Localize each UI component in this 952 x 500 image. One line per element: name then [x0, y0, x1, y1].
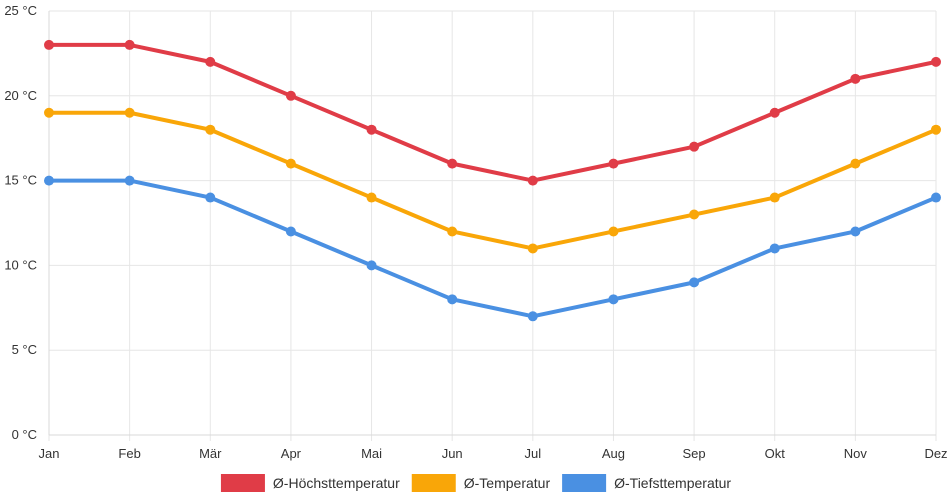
data-point[interactable] — [124, 39, 135, 50]
data-point[interactable] — [527, 311, 538, 322]
x-tick-label: Dez — [924, 446, 947, 461]
data-point[interactable] — [366, 260, 377, 271]
data-point[interactable] — [931, 124, 941, 135]
x-tick-label: Mär — [199, 446, 222, 461]
legend-swatch — [562, 474, 607, 492]
x-tick-label: Nov — [844, 446, 868, 461]
legend-item[interactable]: Ø-Temperatur — [411, 474, 551, 492]
data-point[interactable] — [931, 56, 941, 67]
legend-item[interactable]: Ø-Tiefsttemperatur — [562, 474, 731, 492]
x-tick-label: Okt — [765, 446, 786, 461]
data-point[interactable] — [285, 226, 296, 237]
x-tick-label: Sep — [683, 446, 706, 461]
y-tick-label: 5 °C — [12, 342, 37, 357]
series-line — [47, 110, 938, 251]
data-point[interactable] — [769, 243, 780, 254]
data-point[interactable] — [205, 56, 216, 67]
series-line — [47, 42, 938, 183]
data-point[interactable] — [447, 294, 458, 305]
legend-label: Ø-Temperatur — [464, 475, 551, 491]
data-point[interactable] — [124, 175, 135, 186]
data-point[interactable] — [608, 158, 619, 169]
data-point[interactable] — [124, 107, 135, 118]
data-point[interactable] — [689, 277, 700, 288]
legend: Ø-Höchsttemperatur Ø-Temperatur Ø-Tiefstte… — [220, 474, 731, 492]
y-tick-label: 20 °C — [4, 88, 37, 103]
data-point[interactable] — [205, 124, 216, 135]
data-point[interactable] — [850, 158, 861, 169]
grid — [48, 10, 937, 441]
data-point[interactable] — [366, 192, 377, 203]
y-tick-label: 0 °C — [12, 427, 37, 442]
legend-swatch — [220, 474, 265, 492]
series-2 — [44, 175, 941, 322]
data-point[interactable] — [527, 175, 538, 186]
data-point[interactable] — [447, 158, 458, 169]
data-point[interactable] — [769, 192, 780, 203]
legend-label: Ø-Tiefsttemperatur — [614, 475, 731, 491]
axes: 0 °C 5 °C 10 °C 15 °C 20 °C 25 °C Jan Feb Mär Apr… — [4, 3, 947, 461]
y-tick-label: 15 °C — [4, 173, 37, 188]
data-point[interactable] — [689, 141, 700, 152]
x-tick-label: Mai — [361, 446, 382, 461]
data-point[interactable] — [285, 90, 296, 101]
data-point[interactable] — [689, 209, 700, 220]
series-group — [44, 39, 941, 322]
legend-label: Ø-Höchsttemperatur — [273, 475, 400, 491]
y-tick-label: 10 °C — [4, 257, 37, 272]
legend-swatch — [411, 474, 456, 492]
x-tick-label: Jul — [525, 446, 542, 461]
data-point[interactable] — [850, 226, 861, 237]
x-tick-label: Aug — [602, 446, 625, 461]
x-tick-label: Jun — [442, 446, 463, 461]
x-tick-label: Jan — [39, 446, 60, 461]
data-point[interactable] — [931, 192, 941, 203]
data-point[interactable] — [366, 124, 377, 135]
y-tick-label: 25 °C — [4, 3, 37, 18]
data-point[interactable] — [205, 192, 216, 203]
data-point[interactable] — [447, 226, 458, 237]
data-point[interactable] — [285, 158, 296, 169]
data-point[interactable] — [769, 107, 780, 118]
data-point[interactable] — [608, 226, 619, 237]
legend-item[interactable]: Ø-Höchsttemperatur — [220, 474, 400, 492]
series-0 — [44, 39, 941, 186]
data-point[interactable] — [850, 73, 861, 84]
x-tick-label: Feb — [118, 446, 140, 461]
data-point[interactable] — [44, 107, 54, 118]
data-point[interactable] — [608, 294, 619, 305]
data-point[interactable] — [527, 243, 538, 254]
series-line — [47, 178, 938, 319]
x-tick-label: Apr — [281, 446, 302, 461]
data-point[interactable] — [44, 39, 54, 50]
data-point[interactable] — [44, 175, 54, 186]
series-1 — [44, 107, 941, 254]
